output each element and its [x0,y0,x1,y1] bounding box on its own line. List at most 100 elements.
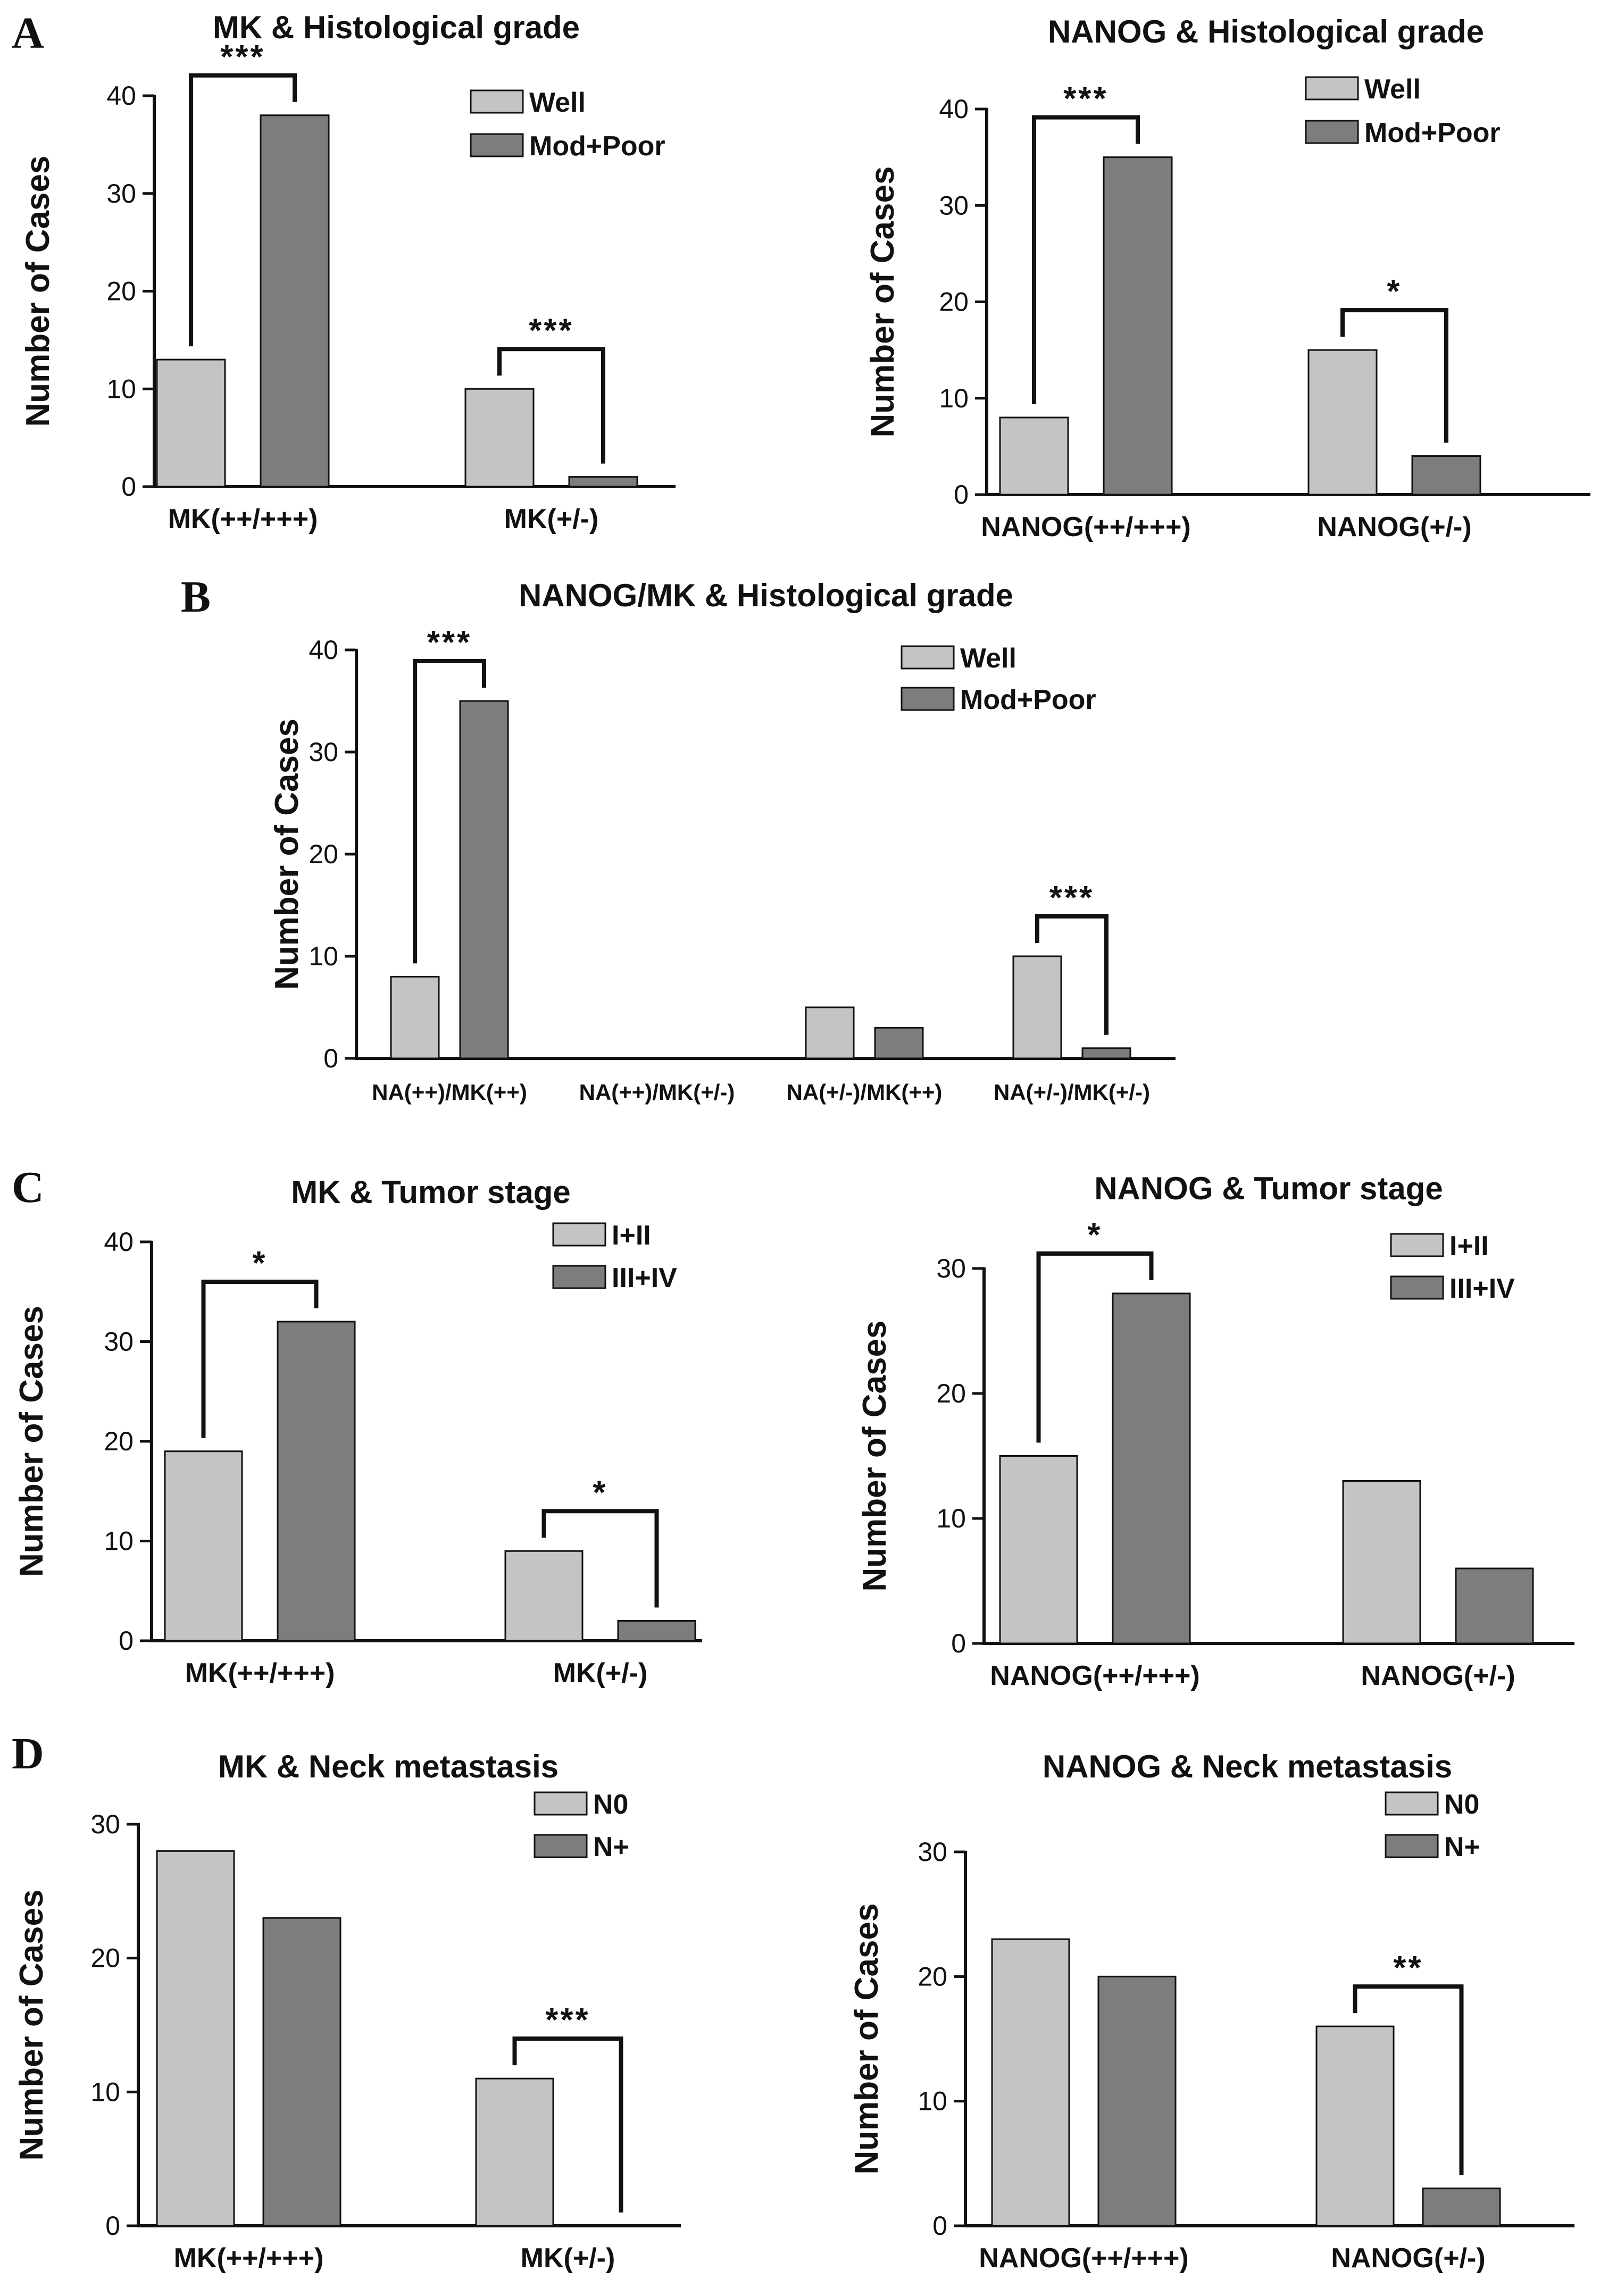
x-category-label: NANOG(+/-) [1331,2243,1485,2274]
legend-swatch [552,1265,606,1289]
y-tick-label: 10 [90,2077,120,2107]
significance-label: * [1387,273,1402,310]
legend-label: N0 [593,1789,628,1820]
bar-light [805,1006,855,1059]
y-tick-label: 30 [90,1809,120,1839]
bar-dark [1455,1567,1534,1644]
y-axis-label: Number of Cases [20,156,56,427]
bar-light [156,1850,235,2227]
y-tick-label: 0 [105,2211,120,2241]
x-category-label: MK(++/+++) [168,504,318,535]
bar-light [464,388,535,488]
bar-dark [617,1620,696,1642]
y-tick-label: 40 [104,1227,134,1257]
bar-light [475,2077,554,2227]
y-tick-label: 0 [951,1629,966,1658]
significance-bracket [1035,914,1109,1035]
y-axis-label: Number of Cases [269,719,305,990]
y-tick-label: 10 [936,1504,966,1533]
bar-dark [260,114,330,488]
legend-label: III+IV [1449,1273,1515,1304]
significance-label: * [1087,1217,1102,1254]
bar-light [390,975,440,1059]
legend-label: N+ [1444,1832,1480,1863]
legend-swatch [552,1222,606,1247]
significance-label: *** [220,39,265,76]
chart-title: NANOG & Histological grade [1048,14,1484,49]
bar-light [999,1455,1078,1644]
bar-light [164,1450,243,1642]
significance-bracket [512,2036,623,2212]
legend-label: N+ [593,1832,629,1863]
y-tick-label: 0 [932,2211,947,2241]
y-axis-label: Number of Cases [848,1903,885,2175]
x-category-label: MK(+/-) [553,1658,648,1689]
significance-bracket [497,347,605,464]
y-tick-label: 40 [939,94,969,124]
significance-label: * [593,1474,607,1511]
x-category-label: NA(+/-)/MK(++) [787,1080,943,1105]
legend-swatch [901,645,955,670]
x-category-label: NANOG(+/-) [1317,512,1471,542]
bar-light [999,416,1069,496]
significance-bracket [1036,1251,1154,1443]
y-tick-label: 20 [106,277,136,306]
significance-bracket [1340,308,1448,443]
legend-label: I+II [1449,1231,1489,1262]
chart-title: NANOG & Neck metastasis [1043,1749,1452,1784]
chart-title: MK & Tumor stage [291,1174,571,1210]
y-tick-label: 0 [954,480,969,510]
bar-dark [1112,1292,1191,1644]
significance-bracket [189,73,297,347]
y-tick-label: 40 [309,635,338,665]
x-category-label: MK(++/+++) [185,1658,335,1689]
chart-title: MK & Neck metastasis [218,1749,559,1784]
legend-label: Well [960,643,1016,674]
bar-light [504,1550,584,1642]
significance-label: *** [1063,81,1108,118]
y-tick-label: 20 [936,1379,966,1408]
y-tick-label: 10 [918,2086,947,2116]
chart-c2: NANOG & Tumor stage Number of Cases 0 10 20 3… [856,1171,1574,1691]
y-tick-label: 10 [309,941,338,971]
y-tick-label: 30 [918,1837,947,1867]
chart-title: NANOG/MK & Histological grade [519,578,1013,613]
panel-letter-b: B [181,572,211,622]
y-tick-label: 20 [939,287,969,317]
legend-label: Mod+Poor [1364,118,1501,148]
significance-label: *** [427,624,472,661]
legend-label: N0 [1444,1789,1479,1820]
panel-letter-c: C [12,1163,44,1212]
y-tick-label: 30 [936,1254,966,1283]
y-tick-label: 10 [106,374,136,404]
y-tick-label: 40 [106,81,136,111]
legend-swatch [1390,1233,1444,1257]
y-axis-label: Number of Cases [856,1321,893,1592]
significance-label: * [252,1245,267,1282]
y-tick-label: 20 [90,1943,120,1973]
significance-label: *** [529,312,573,349]
significance-label: *** [545,2002,590,2039]
y-tick-label: 20 [918,1961,947,1991]
y-tick-label: 30 [104,1327,134,1357]
x-category-label: NA(+/-)/MK(+/-) [994,1080,1150,1105]
y-tick-label: 30 [106,179,136,208]
y-tick-label: 20 [309,839,338,869]
significance-bracket [1032,115,1140,404]
y-axis-label: Number of Cases [13,1890,50,2161]
legend-label: Well [529,87,586,118]
legend-swatch [901,687,955,711]
bar-dark [277,1321,356,1642]
significance-bracket [1353,1984,1464,2175]
chart-d2: NANOG & Neck metastasis Number of Cases 0 1… [848,1749,1574,2274]
bar-dark [1081,1047,1131,1059]
chart-c1: MK & Tumor stage Number of Cases 0 10 20 30 40… [13,1174,702,1689]
significance-label: ** [1393,1950,1423,1986]
y-tick-label: 10 [104,1526,134,1556]
x-category-label: NANOG(+/-) [1361,1660,1515,1691]
y-tick-label: 0 [323,1043,338,1073]
x-category-label: NA(++)/MK(+/-) [579,1080,735,1105]
legend-label: Mod+Poor [960,684,1096,715]
bar-light [1315,2025,1395,2227]
